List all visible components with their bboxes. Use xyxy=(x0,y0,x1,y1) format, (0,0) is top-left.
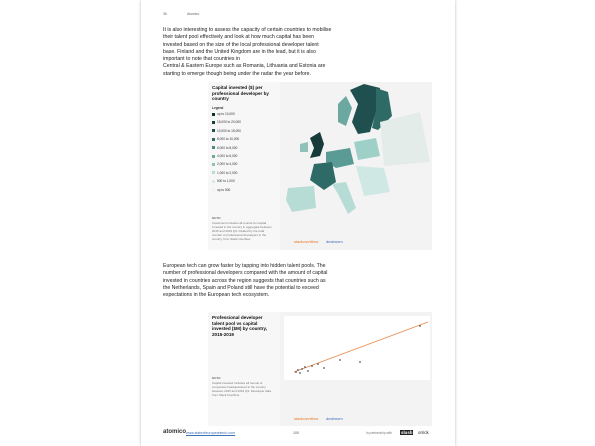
country xyxy=(356,166,390,196)
legend-item: 1,000 to 2,000 xyxy=(212,171,237,175)
text-line: their talent pool effectively and look a… xyxy=(163,34,315,41)
legend-item: 2,000 to 4,000 xyxy=(212,162,237,166)
logo: dealroom xyxy=(326,239,343,244)
legend-item: up to 500 xyxy=(212,188,230,192)
legend-swatch xyxy=(212,121,215,125)
logo: dealroom xyxy=(326,416,343,421)
text-line: base. Finland and the United Kingdom are… xyxy=(163,48,316,55)
partner-logo: orrick xyxy=(418,430,429,435)
legend-title: Legend xyxy=(212,106,224,110)
map xyxy=(286,84,430,214)
text-line: number of professional developers compar… xyxy=(163,270,328,277)
legend-label: 6,000 to 8,000 xyxy=(217,145,238,150)
legend-swatch xyxy=(212,188,215,192)
paragraph: It is also interesting to assess the cap… xyxy=(163,27,331,78)
logo: stackoverflow xyxy=(294,416,319,421)
footer-page: 100 xyxy=(293,431,299,435)
legend-item: 500 to 1,000 xyxy=(212,179,235,183)
points xyxy=(295,325,421,374)
text-line: expectations in the European tech ecosys… xyxy=(163,292,270,299)
country xyxy=(310,132,324,158)
text-line: invested in countries across the region … xyxy=(163,277,326,284)
legend-item: 6,000 to 8,000 xyxy=(212,146,237,150)
note-title: NOTE: xyxy=(212,376,222,380)
scatter-sidebar xyxy=(208,312,280,426)
logo: stackoverflow xyxy=(294,239,319,244)
legend-label: 8,000 to 10,000 xyxy=(217,137,240,142)
note: Investment includes all rounds for capit… xyxy=(212,221,272,241)
country xyxy=(380,112,430,166)
legend-item: 8,000 to 10,000 xyxy=(212,137,239,141)
footer-url[interactable]: www.stateofeuropeantech.com xyxy=(186,431,236,435)
legend-label: up to 500 xyxy=(217,187,231,192)
legend-swatch xyxy=(212,112,215,116)
text-line: It is also interesting to assess the cap… xyxy=(163,27,332,33)
country xyxy=(310,162,336,190)
country xyxy=(286,186,316,212)
map-figure: Capital invested ($) per professional de… xyxy=(208,82,432,250)
country xyxy=(338,96,352,126)
legend-label: 10,000 to 15,000 xyxy=(217,128,241,133)
note-title: NOTE: xyxy=(212,216,222,220)
page-number: 36 xyxy=(163,12,167,16)
legend-item: up to 10,000 xyxy=(212,112,235,116)
partner-logo: slush xyxy=(400,430,414,435)
legend-item: 10,000 to 15,000 xyxy=(212,129,241,133)
country xyxy=(326,148,354,168)
legend-swatch xyxy=(212,163,215,167)
note: Capital invested includes all rounds of … xyxy=(212,381,272,397)
text-line: starting to emerge though being under th… xyxy=(163,70,311,77)
legend-item: 4,000 to 6,000 xyxy=(212,154,237,158)
legend-label: 4,000 to 6,000 xyxy=(217,154,238,158)
scatter-figure: Professional developer talent pool vs ca… xyxy=(208,312,432,426)
map-sidebar xyxy=(208,82,280,250)
text-line: invested based on the size of the local … xyxy=(163,41,319,48)
legend-label: 500 to 1,000 xyxy=(217,179,235,184)
text-line: important to note that countries in xyxy=(163,56,240,63)
country xyxy=(332,182,356,214)
country xyxy=(354,138,380,160)
legend-item: 15,000 to 20,000 xyxy=(212,120,241,124)
paragraph: European tech can grow faster by tapping… xyxy=(163,263,327,299)
text-line: European tech can grow faster by tapping… xyxy=(163,263,326,269)
legend-swatch xyxy=(212,171,215,175)
scatter-plot xyxy=(284,316,430,380)
legend-swatch xyxy=(212,146,215,150)
legend-label: 1,000 to 2,000 xyxy=(217,170,238,175)
country xyxy=(350,84,380,134)
header-brand: Atomico xyxy=(187,12,200,16)
footer-brand: atomico xyxy=(163,429,187,435)
legend-swatch xyxy=(212,179,215,183)
partners-label: In partnership with xyxy=(366,431,393,435)
country xyxy=(372,88,392,130)
legend-swatch xyxy=(212,137,215,141)
text-line: Central & Eastern Europe such as Romania… xyxy=(163,63,326,70)
legend-label: 15,000 to 20,000 xyxy=(217,120,241,125)
plot-area xyxy=(284,316,430,380)
figure-title: Professional developer talent pool vs ca… xyxy=(212,315,268,337)
text-line: the Netherlands, Spain and Poland still … xyxy=(163,284,319,291)
legend-swatch xyxy=(212,154,215,158)
country xyxy=(300,142,308,152)
figure-title: Capital invested ($) per professional de… xyxy=(212,85,269,102)
trend-line xyxy=(293,321,429,373)
legend-label: 2,000 to 4,000 xyxy=(217,162,238,167)
legend-swatch xyxy=(212,129,215,133)
legend-label: up to 10,000 xyxy=(217,112,235,116)
